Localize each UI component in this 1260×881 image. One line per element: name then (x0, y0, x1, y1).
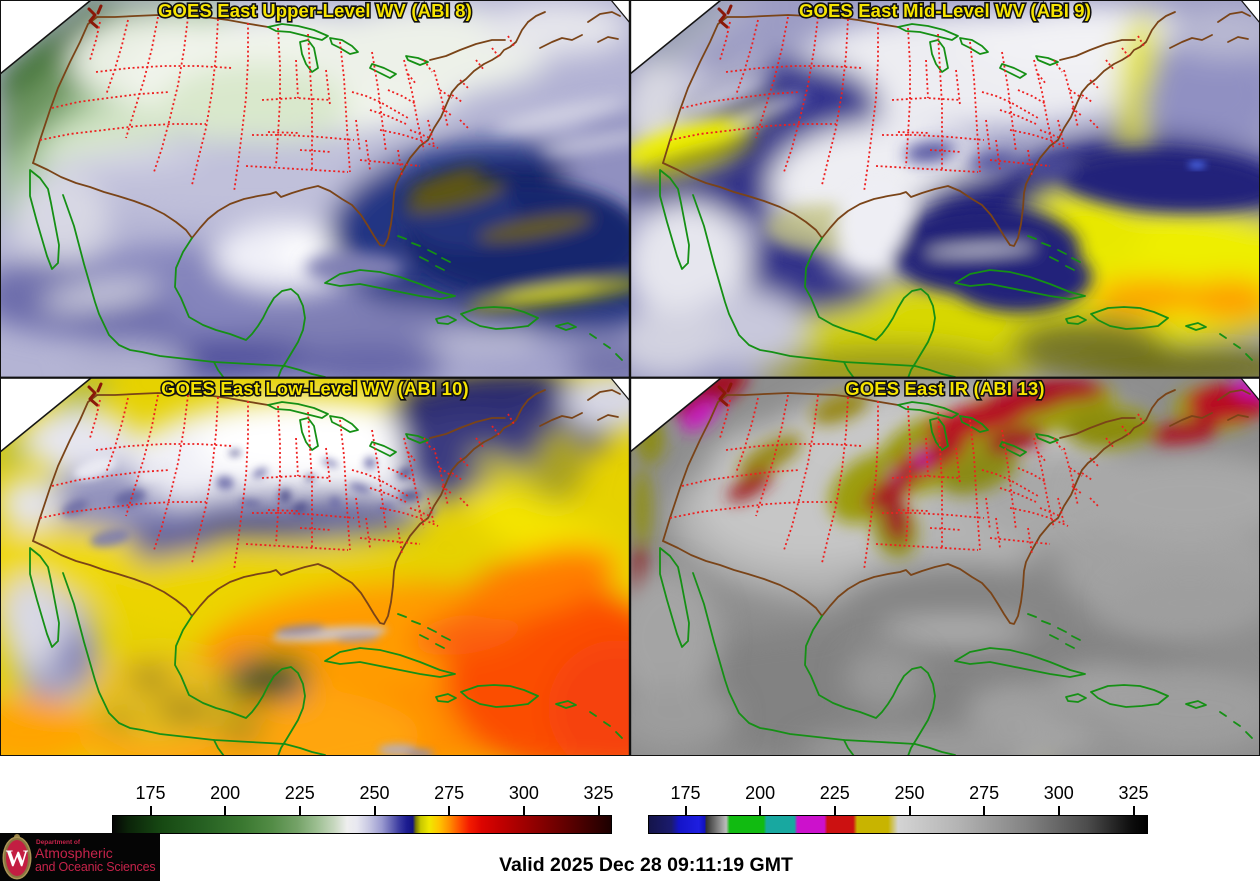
svg-text:GOES East IR (ABI 13): GOES East IR (ABI 13) (845, 378, 1044, 399)
svg-text:W: W (6, 846, 29, 871)
svg-text:GOES East Mid-Level WV (ABI 9): GOES East Mid-Level WV (ABI 9) (799, 0, 1091, 21)
svg-text:GOES East Low-Level WV (ABI 10: GOES East Low-Level WV (ABI 10) (161, 378, 469, 399)
svg-text:GOES East Upper-Level WV (ABI: GOES East Upper-Level WV (ABI 8) (158, 0, 472, 21)
